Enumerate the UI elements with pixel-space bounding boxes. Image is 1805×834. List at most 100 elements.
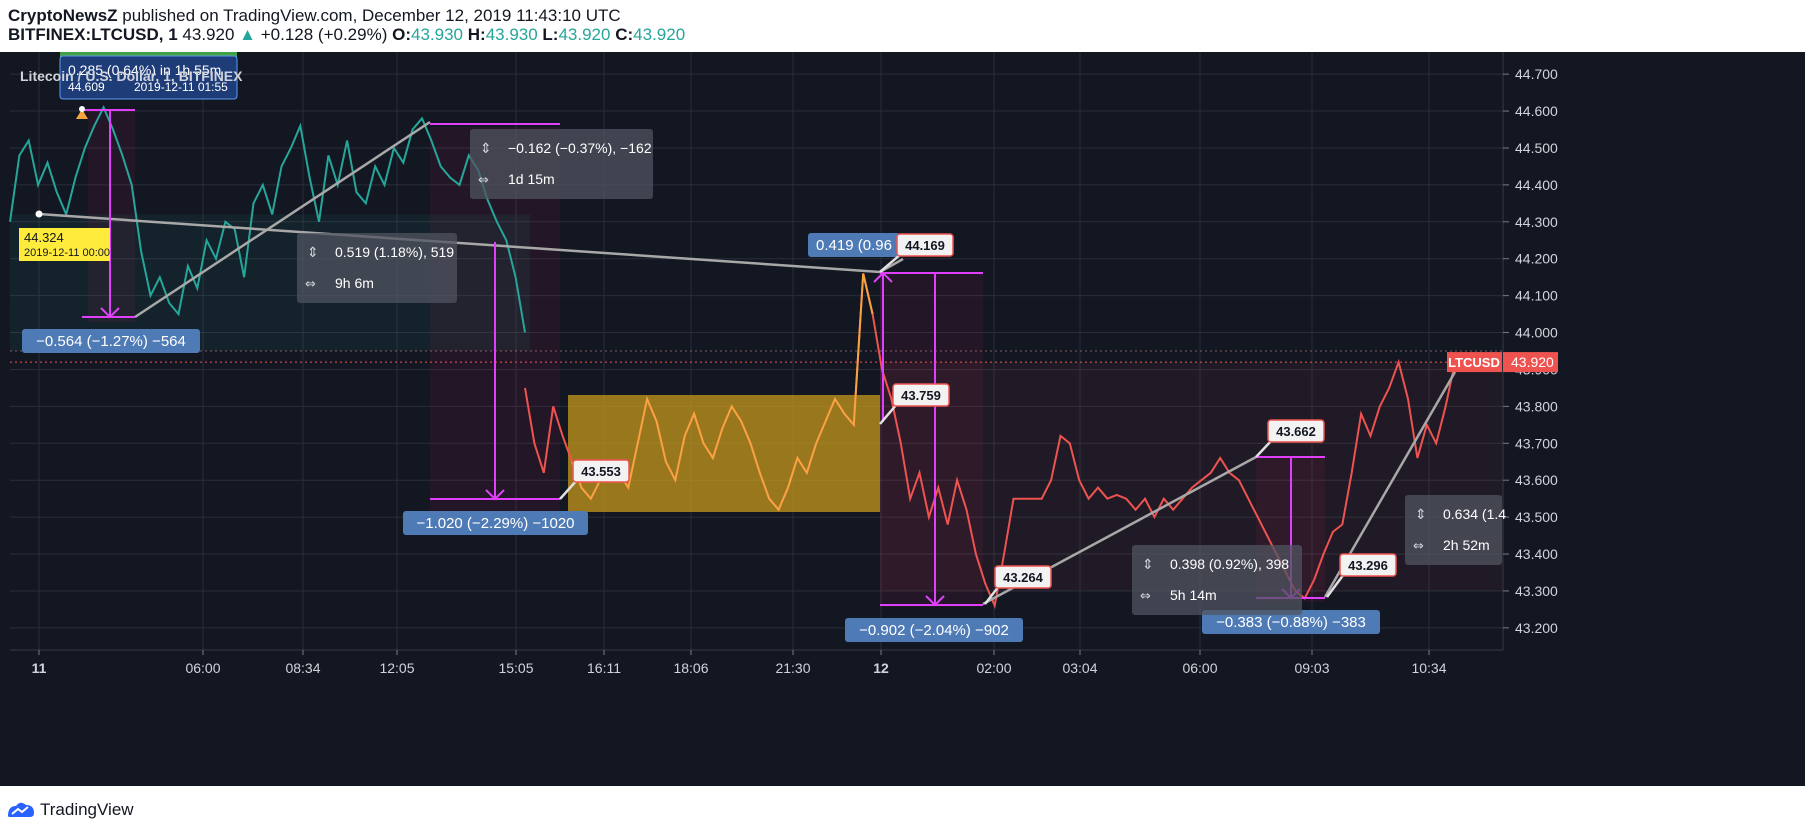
price-callout-bg [896,233,954,257]
chart-title: Litecoin / U.S. Dollar, 1, BITFINEX [20,68,243,84]
high-value: 43.930 [485,25,538,44]
price-callout: 43.296 [1348,558,1388,573]
measure-delta: 0.398 (0.92%), 398 [1170,556,1289,572]
publish-info: published on TradingView.com, December 1… [117,6,621,25]
callout-leader [1325,573,1346,598]
range-label: 0.285 (0.64%) in 1h 55m [68,62,221,78]
arrow-head [925,595,945,607]
callout-leader [559,479,578,500]
chart-header: CryptoNewsZ published on TradingView.com… [0,0,1805,52]
point-tip-bg [59,55,238,100]
last-price-tag-bg [1503,352,1558,373]
y-tick-label: 44.400 [1515,177,1558,193]
arrow-head [485,489,505,501]
annotation-labels: −0.564 (−1.27%) −564 −1.020 (−2.29%) −102… [19,52,1558,642]
high-label: H: [467,25,486,44]
price-callout-bg [1339,553,1397,577]
arrow-head [873,271,893,283]
y-tick-label: 44.600 [1515,103,1558,119]
date-tag-date: 2019-12-11 00:00 [24,247,110,259]
price-callout-bg [892,383,950,407]
change-value: +0.128 (+0.29%) [260,25,388,44]
measure-time-icon: ⇔ [1140,589,1151,604]
measure-delta: −0.162 (−0.37%), −162 [508,140,652,156]
drawing-tools [10,109,1503,607]
range-label: −1.020 (−2.29%) −1020 [416,515,574,532]
up-arrow-icon: ▲ [239,25,256,44]
range-label-bg [808,233,900,257]
y-tick-label: 44.000 [1515,325,1558,341]
trend-anchor [35,210,43,218]
highlight-rect [568,395,880,512]
x-tick-label: 06:00 [185,660,220,676]
range-shade [880,272,983,607]
point-price: 44.609 [68,80,105,94]
footer-brand[interactable]: TradingView [40,800,134,819]
measure-time: 5h 14m [1170,587,1217,603]
callout-leader [984,585,1000,605]
measure-time: 1d 15m [508,171,555,187]
footer: TradingView [0,786,1805,834]
success-badge: SUCCESS [117,52,180,53]
chart-stage[interactable]: 44.700 44.600 44.500 44.400 44.300 44.200 44.1… [0,52,1805,786]
symbol-tag-bg [1447,352,1502,373]
tradingview-logo-icon [8,802,34,817]
range-label: 0.419 (0.96 [816,237,892,254]
x-tick-label: 21:30 [775,660,810,676]
chart-axes: 44.700 44.600 44.500 44.400 44.300 44.200 44.1… [10,52,1805,786]
price-callout: 43.553 [581,464,621,479]
y-tick-label: 43.700 [1515,435,1558,451]
range-label: −0.564 (−1.27%) −564 [36,333,186,350]
measure-range-icon: ⇕ [480,141,492,157]
price-callout: 43.759 [901,388,941,403]
measure-delta: 0.634 (1.4 [1443,506,1506,522]
measure-time-icon: ⇔ [1413,539,1424,554]
close-label: C: [615,25,634,44]
price-callout-bg [1267,419,1325,443]
range-label-bg [22,329,200,353]
y-tick-label: 44.100 [1515,288,1558,304]
date-tag-price: 44.324 [24,230,64,245]
x-tick-label: 03:04 [1062,660,1097,676]
measure-time-icon: ⇔ [305,277,316,292]
callout-leader [1255,439,1273,458]
publisher-name[interactable]: CryptoNewsZ [8,6,118,25]
close-value: 43.920 [633,25,686,44]
open-value: 43.930 [411,25,463,44]
range-shade [88,110,135,322]
price-callout-bg [994,565,1052,589]
range-label-bg [845,618,1023,642]
y-tick-label: 43.200 [1515,620,1558,636]
x-tick-label: 10:34 [1411,660,1446,676]
y-tick-label: 43.400 [1515,546,1558,562]
x-tick-label: 08:34 [285,660,320,676]
price-chart[interactable]: 44.700 44.600 44.500 44.400 44.300 44.200 44.1… [0,52,1805,786]
measure-box [1132,545,1302,615]
x-tick-label: 02:00 [976,660,1011,676]
range-label-bg [1202,610,1380,634]
low-label: L: [542,25,559,44]
trend-line [134,120,431,319]
x-tick-label: 12:05 [379,660,414,676]
measure-box [1405,495,1502,565]
range-label: −0.902 (−2.04%) −902 [859,622,1009,639]
price-callout-bg [572,459,630,483]
symbol-tag: LTCUSD [1448,355,1500,370]
callout-leader [879,253,902,273]
symbol-label[interactable]: BITFINEX:LTCUSD, 1 [8,25,178,44]
callout-leader [879,403,898,425]
x-tick-label: 18:06 [673,660,708,676]
last-price: 43.920 [177,25,235,44]
measure-time: 2h 52m [1443,537,1490,553]
x-tick-label: 09:03 [1294,660,1329,676]
publish-line: CryptoNewsZ published on TradingView.com… [8,6,621,26]
measure-range-icon: ⇕ [1142,557,1154,573]
point-dot [79,106,85,112]
y-tick-label: 44.200 [1515,251,1558,267]
price-callout: 43.264 [1003,570,1044,585]
measure-delta: 0.519 (1.18%), 519 [335,244,454,260]
x-tick-label: 12 [873,660,889,676]
point-marker-icon [76,109,88,119]
teal-price-line [9,105,526,333]
point-date: 2019-12-11 01:55 [134,80,228,94]
